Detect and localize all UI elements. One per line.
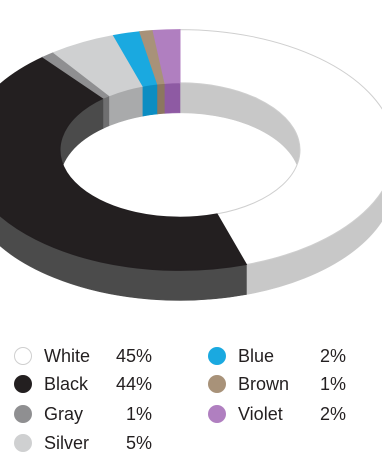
legend-label-black: Black (44, 374, 89, 394)
legend-value-silver: 5% (125, 433, 152, 453)
legend-label-white: White (44, 346, 91, 366)
slice-white (179, 29, 382, 266)
legend-value-black: 44% (115, 374, 152, 394)
legend-label-gray: Gray (44, 404, 84, 424)
legend-label-brown: Brown (238, 374, 290, 394)
legend-item-white: White 45% (14, 345, 164, 369)
legend-item-blue: Blue 2% (208, 345, 358, 369)
slice-black (0, 56, 248, 271)
legend-item-gray: Gray 1% (14, 403, 164, 427)
slice-violet (152, 29, 181, 84)
legend-label-violet: Violet (238, 404, 283, 424)
legend-swatch-violet (208, 405, 226, 423)
legend-value-brown: 1% (319, 374, 346, 394)
legend-value-violet: 2% (319, 404, 346, 424)
legend-swatch-silver (14, 434, 32, 452)
legend-value-blue: 2% (319, 346, 346, 366)
legend-swatch-black (14, 375, 32, 393)
legend-value-gray: 1% (125, 404, 152, 424)
legend-label-blue: Blue (238, 346, 275, 366)
legend-item-violet: Violet 2% (208, 403, 358, 427)
legend-swatch-brown (208, 375, 226, 393)
legend-item-silver: Silver 5% (14, 432, 164, 456)
legend-label-silver: Silver (44, 433, 90, 453)
legend-item-black: Black 44% (14, 373, 164, 397)
legend-item-brown: Brown 1% (208, 373, 358, 397)
legend-swatch-gray (14, 405, 32, 423)
legend-swatch-white (14, 347, 32, 365)
legend-swatch-blue (208, 347, 226, 365)
legend-value-white: 45% (115, 346, 152, 366)
